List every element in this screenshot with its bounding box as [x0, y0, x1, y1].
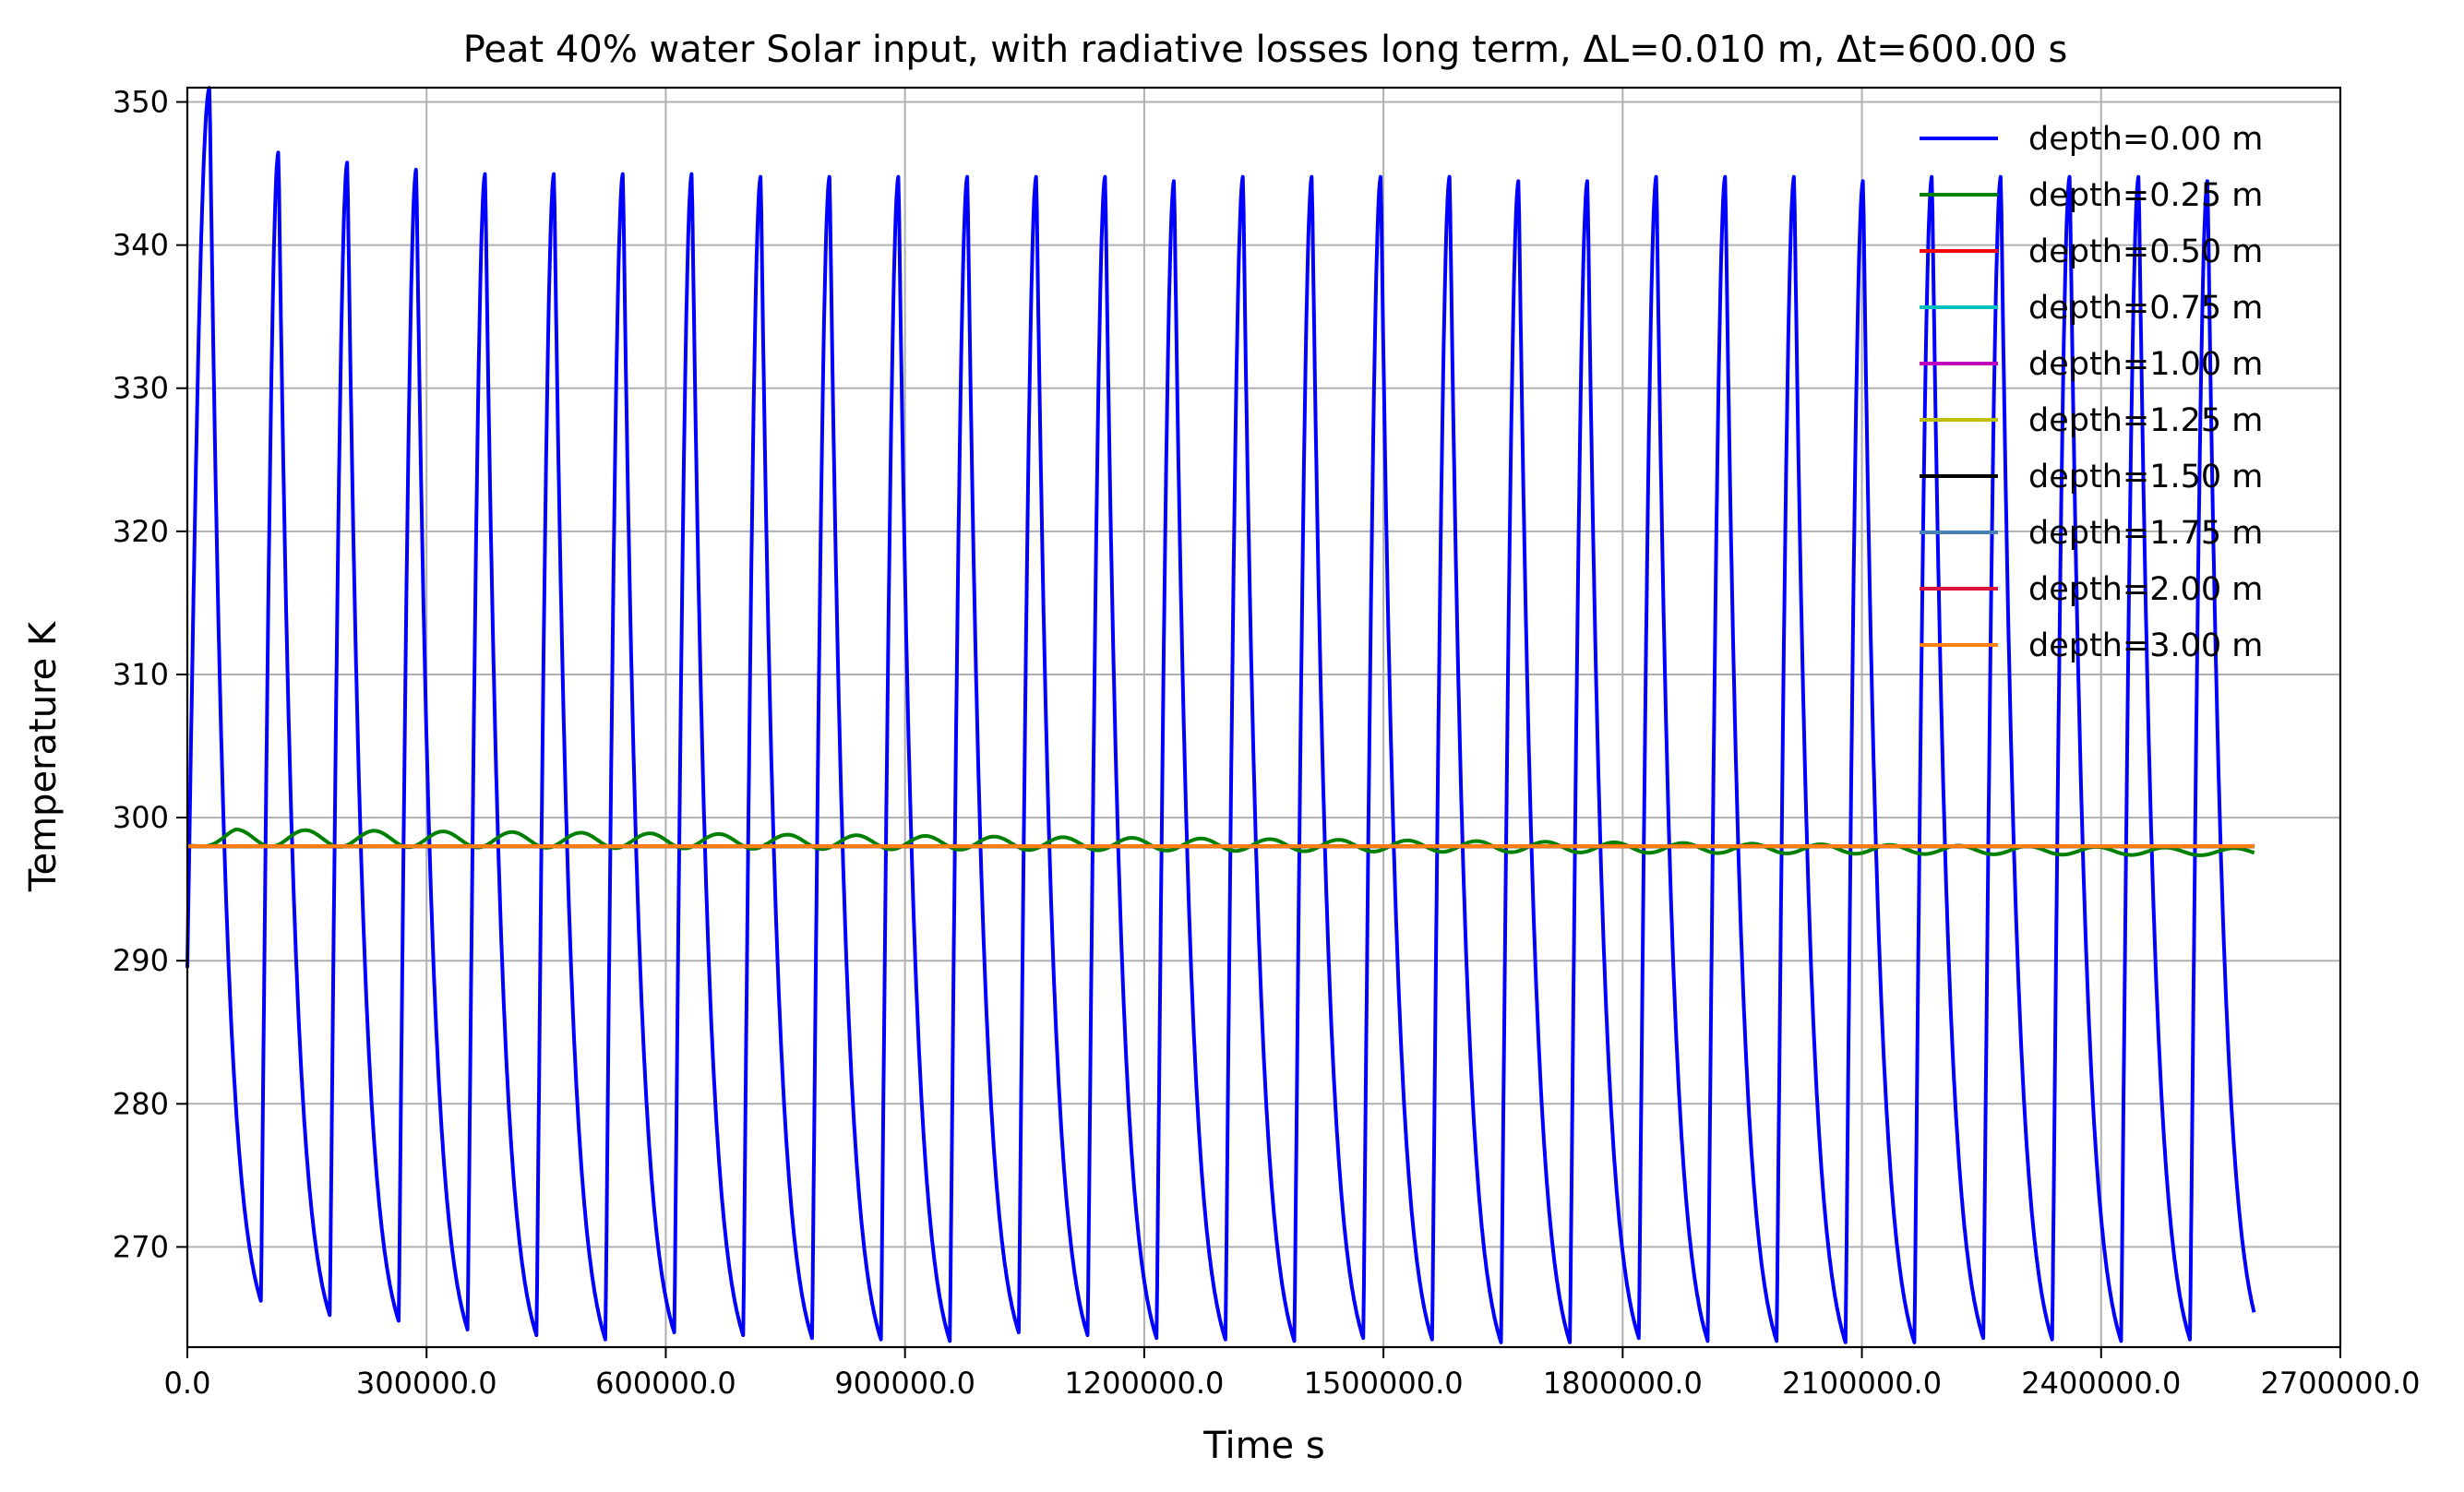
x-tick-label: 2100000.0 — [1782, 1366, 1942, 1401]
legend-label: depth=3.00 m — [2028, 627, 2263, 664]
series-layer — [185, 86, 2256, 1344]
y-tick-label: 340 — [113, 228, 169, 263]
y-tick-label: 300 — [113, 800, 169, 835]
x-tick-label: 300000.0 — [356, 1366, 497, 1401]
y-axis-title: Temperature K — [22, 620, 65, 892]
chart-title: Peat 40% water Solar input, with radiati… — [463, 29, 2068, 71]
x-tick-label: 1200000.0 — [1064, 1366, 1224, 1401]
y-tick-label: 310 — [113, 657, 169, 692]
y-tick-label: 290 — [113, 943, 169, 978]
y-tick-label: 280 — [113, 1086, 169, 1121]
y-tick-label: 270 — [113, 1229, 169, 1264]
y-tick-label: 320 — [113, 514, 169, 549]
y-axis: 270 280 290 300 310 320 330 340 350 — [113, 85, 187, 1264]
x-tick-label: 900000.0 — [834, 1366, 975, 1401]
x-tick-label: 1800000.0 — [1543, 1366, 1703, 1401]
legend-label: depth=0.00 m — [2028, 121, 2263, 158]
legend-label: depth=1.75 m — [2028, 515, 2263, 552]
y-tick-label: 330 — [113, 371, 169, 406]
x-tick-label: 2400000.0 — [2021, 1366, 2181, 1401]
y-tick-label: 350 — [113, 85, 169, 120]
x-axis: 0.0 300000.0 600000.0 900000.0 1200000.0 1500… — [164, 1347, 2421, 1401]
x-tick-label: 2700000.0 — [2260, 1366, 2420, 1401]
x-tick-label: 1500000.0 — [1304, 1366, 1464, 1401]
legend-label: depth=0.75 m — [2028, 290, 2263, 327]
legend-label: depth=2.00 m — [2028, 571, 2263, 608]
legend-label: depth=1.00 m — [2028, 346, 2263, 383]
legend-label: depth=0.25 m — [2028, 177, 2263, 214]
legend-label: depth=0.50 m — [2028, 233, 2263, 270]
legend: depth=0.00 m depth=0.25 m depth=0.50 m dept… — [1920, 121, 2263, 664]
grid — [187, 88, 2340, 1347]
legend-label: depth=1.25 m — [2028, 402, 2263, 439]
legend-label: depth=1.50 m — [2028, 459, 2263, 495]
series-line-0 — [185, 86, 2256, 1344]
x-tick-label: 600000.0 — [595, 1366, 736, 1401]
x-axis-title: Time s — [1202, 1425, 1324, 1467]
x-tick-label: 0.0 — [164, 1366, 211, 1401]
plot-frame — [185, 86, 2342, 1349]
